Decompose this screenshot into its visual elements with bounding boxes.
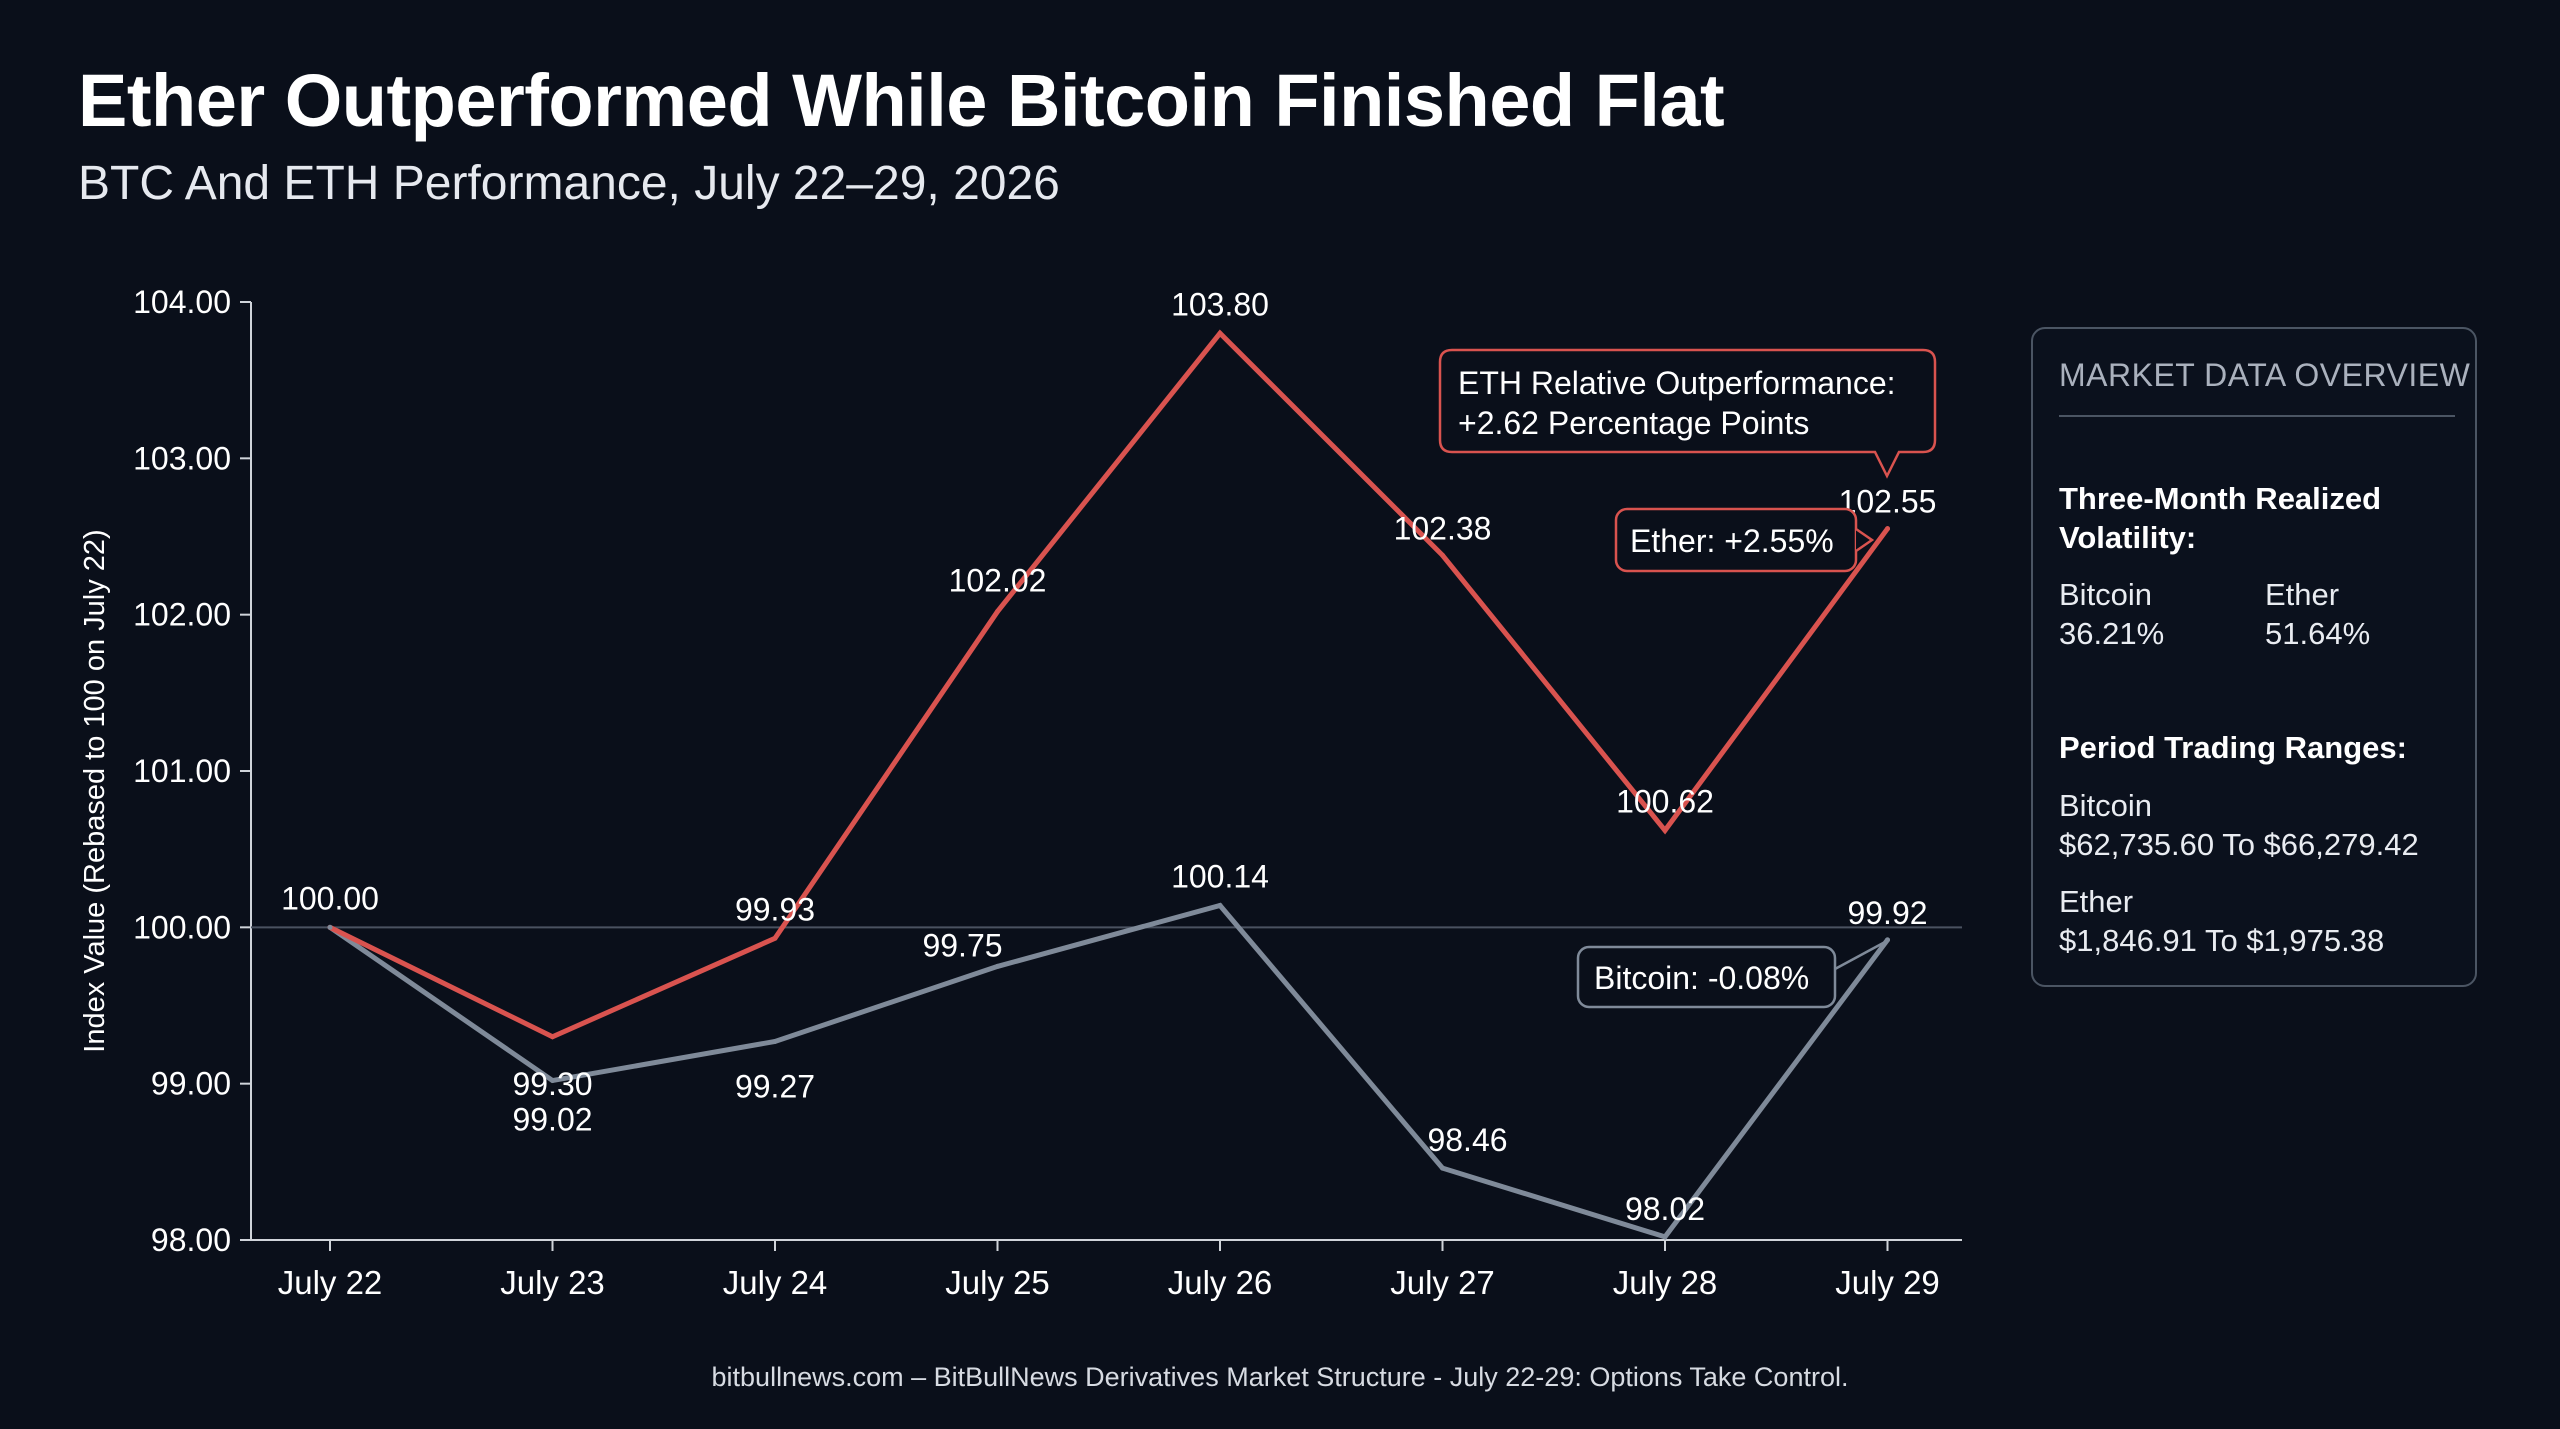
outperformance-callout-line1: ETH Relative Outperformance: <box>1458 365 1896 401</box>
ether-data-label: 100.62 <box>1616 783 1714 819</box>
y-tick-label: 103.00 <box>133 440 231 476</box>
bitcoin-point <box>995 963 1000 969</box>
y-tick-label: 99.00 <box>151 1066 231 1102</box>
ether-data-label: 100.00 <box>281 880 379 916</box>
panel-divider <box>2059 415 2455 417</box>
bitcoin-point <box>327 924 333 930</box>
ether-point <box>550 1034 555 1040</box>
bitcoin-data-label: 99.02 <box>512 1102 592 1138</box>
y-tick-label: 102.00 <box>133 597 231 633</box>
ether-data-label: 99.93 <box>735 891 815 927</box>
volatility-bitcoin-label: Bitcoin <box>2059 577 2153 612</box>
x-tick-label: July 25 <box>945 1264 1050 1301</box>
ether-data-label: 99.30 <box>512 1066 592 1102</box>
chart-title: Ether Outperformed While Bitcoin Finishe… <box>78 59 1725 142</box>
panel-title: MARKET DATA OVERVIEW <box>2059 357 2471 393</box>
bitcoin-data-label: 98.02 <box>1625 1191 1705 1227</box>
bitcoin-data-label: 99.75 <box>922 927 1002 963</box>
bitcoin-point <box>1217 902 1223 908</box>
x-tick-label: July 22 <box>278 1264 383 1301</box>
x-tick-label: July 28 <box>1613 1264 1718 1301</box>
volatility-ether-label: Ether <box>2265 577 2340 612</box>
bitcoin-point <box>1662 1234 1668 1240</box>
bitcoin-point <box>1885 937 1890 943</box>
ether-point <box>1662 827 1668 833</box>
bitcoin-end-callout-box <box>1576 945 1837 1009</box>
ether-end-callout-text: Ether: +2.55% <box>1630 523 1834 559</box>
range-bitcoin-label: Bitcoin <box>2059 788 2153 823</box>
x-tick-label: July 23 <box>500 1264 605 1301</box>
y-tick-label: 98.00 <box>151 1222 231 1258</box>
ether-point <box>1217 330 1223 336</box>
bitcoin-series-line <box>327 902 1890 1240</box>
bitcoin-point <box>550 1078 555 1084</box>
x-tick-label: July 29 <box>1835 1264 1940 1301</box>
range-bitcoin-value: $62,735.60 To $66,279.42 <box>2059 827 2419 862</box>
ether-point <box>1440 552 1445 558</box>
y-tick-label: 100.00 <box>133 909 231 945</box>
source-footer: bitbullnews.com – BitBullNews Derivative… <box>711 1362 1849 1392</box>
range-ether-value: $1,846.91 To $1,975.38 <box>2059 923 2385 958</box>
bitcoin-point <box>772 1038 778 1044</box>
x-tick-label: July 26 <box>1168 1264 1273 1301</box>
ether-end-callout-pointer <box>1855 527 1875 553</box>
ether-point <box>995 609 1000 615</box>
ether-point <box>772 935 778 941</box>
bitcoin-end-callout-pointer <box>1834 940 1886 971</box>
ether-data-label: 102.38 <box>1394 510 1492 546</box>
outperformance-callout-box <box>1438 348 1937 479</box>
outperformance-callout-line2: +2.62 Percentage Points <box>1458 405 1809 441</box>
bitcoin-data-label: 99.27 <box>735 1068 815 1104</box>
bitcoin-point <box>1440 1165 1445 1171</box>
bitcoin-end-callout-text: Bitcoin: -0.08% <box>1594 960 1809 996</box>
volatility-heading: Three-Month Realized Volatility: <box>2059 481 2382 555</box>
x-tick-label: July 27 <box>1390 1264 1495 1301</box>
range-ether-label: Ether <box>2059 884 2134 919</box>
range-heading: Period Trading Ranges: <box>2059 730 2407 765</box>
ether-data-label: 102.02 <box>949 563 1047 599</box>
ether-data-label: 103.80 <box>1171 286 1269 322</box>
ether-point <box>1885 526 1890 532</box>
y-tick-label: 104.00 <box>133 284 231 320</box>
y-axis-title: Index Value (Rebased to 100 on July 22) <box>79 529 111 1052</box>
bitcoin-data-label: 99.92 <box>1847 895 1927 931</box>
chart-subtitle: BTC And ETH Performance, July 22–29, 202… <box>78 157 1060 210</box>
x-tick-label: July 24 <box>723 1264 828 1301</box>
bitcoin-data-label: 98.46 <box>1427 1122 1507 1158</box>
market-data-panel: MARKET DATA OVERVIEW Three-Month Realize… <box>2031 327 2477 987</box>
bitcoin-data-label: 100.14 <box>1171 858 1269 894</box>
volatility-bitcoin-value: 36.21% <box>2059 616 2165 651</box>
y-tick-label: 101.00 <box>133 753 231 789</box>
volatility-ether-value: 51.64% <box>2265 616 2371 651</box>
ether-series-line <box>327 329 1890 1040</box>
